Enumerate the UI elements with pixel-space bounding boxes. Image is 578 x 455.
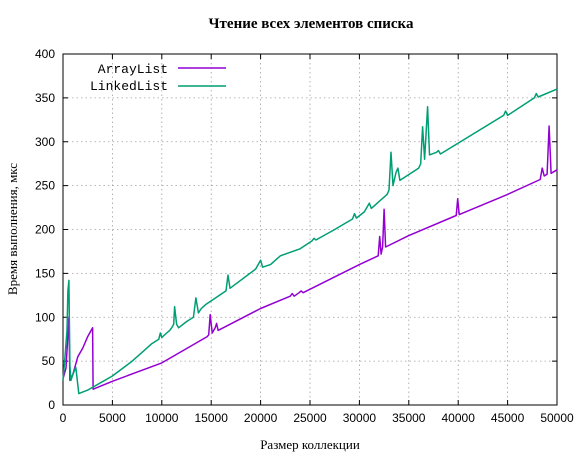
x-tick-label: 15000 bbox=[195, 411, 229, 425]
series-lines bbox=[62, 88, 558, 395]
x-tick-label: 40000 bbox=[442, 411, 476, 425]
grid bbox=[63, 54, 557, 405]
legend: ArrayList LinkedList bbox=[90, 62, 226, 94]
chart-title: Чтение всех элементов списка bbox=[209, 16, 414, 32]
y-tick-label: 150 bbox=[35, 266, 55, 280]
y-tick-label: 100 bbox=[35, 310, 55, 324]
y-tick-label: 50 bbox=[42, 354, 56, 368]
x-tick-label: 50000 bbox=[540, 411, 574, 425]
x-tick-label: 5000 bbox=[99, 411, 126, 425]
x-tick-label: 0 bbox=[60, 411, 67, 425]
x-tick-label: 25000 bbox=[293, 411, 327, 425]
y-tick-label: 350 bbox=[35, 91, 55, 105]
x-tick-label: 10000 bbox=[145, 411, 179, 425]
x-tick-label: 20000 bbox=[244, 411, 278, 425]
y-tick-label: 400 bbox=[35, 47, 55, 61]
y-axis-label: Время выполнения, мкс bbox=[5, 163, 20, 295]
x-axis-label: Размер коллекции bbox=[260, 437, 360, 452]
y-tick-label: 0 bbox=[48, 398, 55, 412]
series-line-linkedlist bbox=[62, 88, 558, 395]
x-tick-label: 45000 bbox=[491, 411, 525, 425]
series-line-arraylist bbox=[62, 125, 558, 390]
y-tick-label: 300 bbox=[35, 135, 55, 149]
y-tick-label: 250 bbox=[35, 179, 55, 193]
legend-entry-arraylist: ArrayList bbox=[98, 62, 168, 77]
axis-ticks: 0 5000 10000 15000 20000 25000 30000 35000 40000… bbox=[35, 47, 574, 425]
x-tick-label: 30000 bbox=[343, 411, 377, 425]
y-tick-label: 200 bbox=[35, 223, 55, 237]
x-tick-label: 35000 bbox=[392, 411, 426, 425]
legend-entry-linkedlist: LinkedList bbox=[90, 79, 168, 94]
